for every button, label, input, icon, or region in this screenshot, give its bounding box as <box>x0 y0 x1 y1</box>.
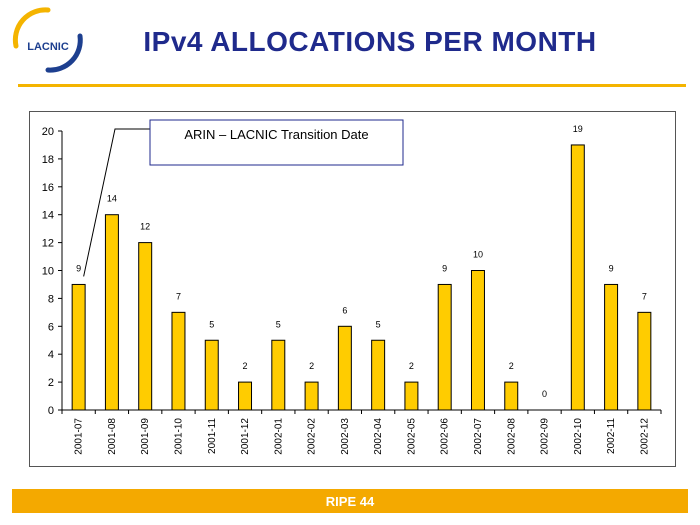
bar <box>570 144 585 411</box>
title-divider <box>18 84 686 87</box>
bar <box>637 311 652 411</box>
bar <box>337 325 352 411</box>
y-tick-label: 20 <box>42 126 54 138</box>
bar <box>437 283 452 411</box>
bar-value-label: 9 <box>442 263 447 273</box>
annotation-text: ARIN – LACNIC Transition Date <box>184 127 368 142</box>
bar <box>304 381 319 411</box>
x-tick-label: 2001-08 <box>107 418 118 455</box>
y-tick-label: 18 <box>42 154 54 166</box>
bar <box>238 381 253 411</box>
bar <box>71 283 86 411</box>
bar-value-label: 2 <box>509 361 514 371</box>
annotation-leader-line <box>83 128 150 277</box>
x-tick-label: 2002-04 <box>373 418 384 455</box>
page-title: IPv4 ALLOCATIONS PER MONTH <box>143 26 597 57</box>
bar <box>138 242 153 411</box>
chart-bars: 9 14 12 7 5 2 5 2 6 5 2 9 10 2 0 19 9 7 <box>71 124 652 411</box>
bar-value-label: 10 <box>473 250 483 260</box>
logo-arc-bottom <box>45 33 83 73</box>
y-tick-label: 16 <box>42 182 54 194</box>
y-tick-label: 0 <box>48 405 54 417</box>
bar-value-label: 5 <box>276 319 281 329</box>
x-tick-label: 2002-06 <box>440 418 451 455</box>
logo-arc-top <box>12 7 51 49</box>
chart-frame: 0 2 4 6 8 10 12 14 16 18 20 2001-07 2001-08 2001-09 20… <box>29 111 676 467</box>
bar <box>404 381 419 411</box>
y-tick-label: 10 <box>42 266 54 278</box>
footer-text: RIPE 44 <box>325 494 375 509</box>
x-tick-label: 2002-02 <box>307 418 318 455</box>
x-tick-label: 2002-07 <box>473 418 484 455</box>
x-tick-label: 2001-07 <box>74 418 85 455</box>
bar-value-label: 0 <box>542 389 547 399</box>
bar-value-label: 5 <box>376 319 381 329</box>
bar <box>604 283 619 411</box>
bar <box>371 339 386 411</box>
logo-text: LACNIC <box>27 41 69 53</box>
bar-value-label: 9 <box>609 263 614 273</box>
logo-graphic: LACNIC <box>12 7 83 73</box>
y-tick-label: 8 <box>48 293 54 305</box>
x-tick-label: 2001-10 <box>173 418 184 455</box>
bar <box>104 214 119 411</box>
bar-value-label: 2 <box>409 361 414 371</box>
y-tick-label: 6 <box>48 321 54 333</box>
annotation-box <box>149 119 404 166</box>
bar-value-label: 7 <box>176 291 181 301</box>
y-tick-label: 14 <box>42 210 54 222</box>
bar-value-label: 2 <box>243 361 248 371</box>
bar <box>504 381 519 411</box>
y-tick-label: 12 <box>42 238 54 250</box>
bar-value-label: 5 <box>209 319 214 329</box>
chart-annotation: ARIN – LACNIC Transition Date <box>83 119 404 277</box>
x-tick-label: 2002-10 <box>573 418 584 455</box>
x-tick-label: 2002-09 <box>540 418 551 455</box>
y-tick-label: 2 <box>48 377 54 389</box>
bar <box>271 339 286 411</box>
bar-value-label: 2 <box>309 361 314 371</box>
x-tick-label: 2001-12 <box>240 418 251 455</box>
bar-value-label: 7 <box>642 291 647 301</box>
x-tick-label: 2002-05 <box>406 418 417 455</box>
bar-value-label: 14 <box>107 194 117 204</box>
bar-value-label: 9 <box>76 263 81 273</box>
bar <box>204 339 219 411</box>
footer-bar: RIPE 44 <box>12 489 688 513</box>
x-tick-label: 2002-12 <box>639 418 650 455</box>
x-tick-label: 2001-09 <box>140 418 151 455</box>
bar-value-label: 19 <box>573 124 583 134</box>
y-tick-label: 4 <box>48 349 54 361</box>
lacnic-logo: LACNIC <box>8 6 88 76</box>
x-tick-label: 2002-01 <box>273 418 284 455</box>
bar-value-label: 6 <box>342 305 347 315</box>
x-tick-label: 2002-11 <box>606 418 617 454</box>
x-tick-label: 2002-08 <box>506 418 517 455</box>
bar <box>171 311 186 411</box>
bar <box>470 270 485 411</box>
bar-value-label: 12 <box>140 222 150 232</box>
x-tick-label: 2002-03 <box>340 418 351 455</box>
x-tick-label: 2001-11 <box>207 418 218 454</box>
